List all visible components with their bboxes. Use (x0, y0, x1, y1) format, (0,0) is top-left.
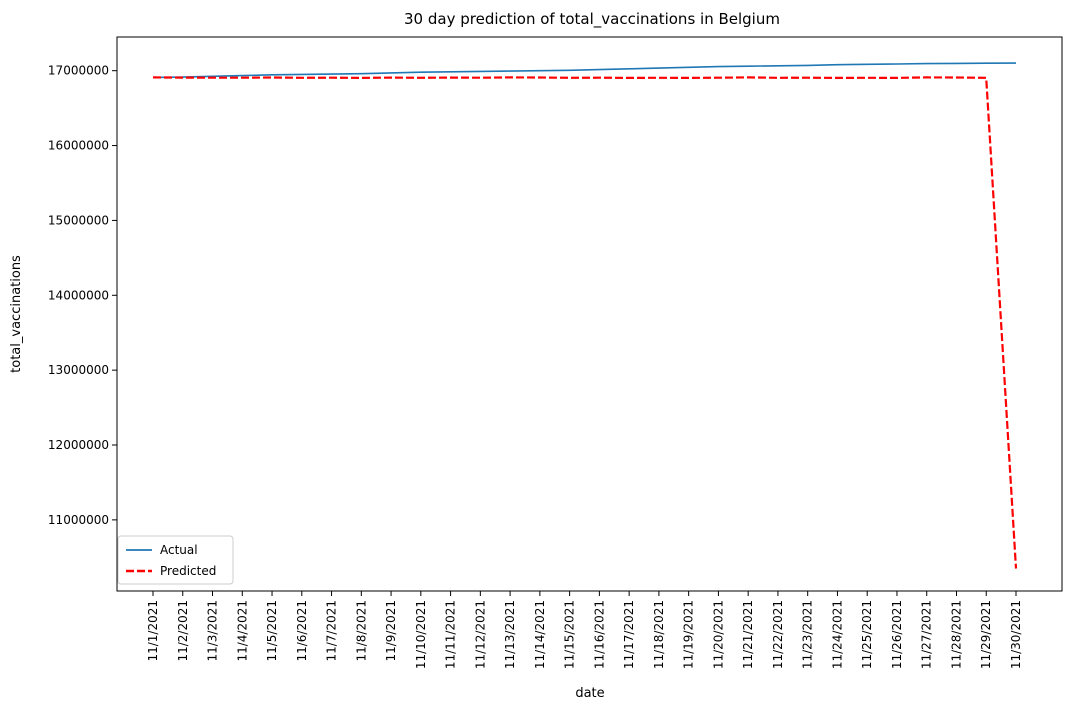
series-layer (152, 62, 1018, 569)
x-tick-label: 11/17/2021 (622, 600, 636, 669)
x-tick-label: 11/5/2021 (265, 600, 279, 662)
x-tick-label: 11/23/2021 (801, 600, 815, 669)
x-tick-label: 11/21/2021 (741, 600, 755, 669)
y-tick-label: 11000000 (48, 513, 109, 527)
x-tick-label: 11/16/2021 (592, 600, 606, 669)
legend: Actual Predicted (117, 535, 234, 585)
y-tick-label: 16000000 (48, 139, 109, 153)
x-tick-label: 11/14/2021 (533, 600, 547, 669)
x-tick-label: 11/22/2021 (771, 600, 785, 669)
x-tick-label: 11/4/2021 (235, 600, 249, 662)
x-tick-label: 11/3/2021 (206, 600, 220, 662)
x-tick-label: 11/15/2021 (563, 600, 577, 669)
x-tick-label: 11/20/2021 (711, 600, 725, 669)
plot-frame (116, 36, 1063, 592)
x-axis: 11/1/2021 11/2/2021 11/3/2021 11/4/2021 11/5… (146, 591, 1023, 669)
x-tick-label: 11/7/2021 (325, 600, 339, 662)
y-axis: 11000000 12000000 13000000 14000000 15000000… (48, 64, 117, 527)
y-tick-label: 14000000 (48, 288, 109, 302)
x-axis-label: date (575, 686, 604, 701)
x-tick-label: 11/12/2021 (473, 600, 487, 669)
x-tick-label: 11/9/2021 (384, 600, 398, 662)
x-tick-label: 11/30/2021 (1009, 600, 1023, 669)
x-tick-label: 11/8/2021 (354, 600, 368, 662)
x-tick-label: 11/25/2021 (860, 600, 874, 669)
series-line-actual (152, 62, 1017, 79)
x-tick-label: 11/10/2021 (414, 600, 428, 669)
x-tick-label: 11/27/2021 (920, 600, 934, 669)
x-tick-label: 11/28/2021 (949, 600, 963, 669)
legend-label-predicted: Predicted (160, 564, 216, 578)
legend-box (117, 535, 234, 585)
y-tick-label: 17000000 (48, 64, 109, 78)
x-tick-label: 11/29/2021 (979, 600, 993, 669)
legend-label-actual: Actual (160, 543, 198, 557)
x-tick-label: 11/18/2021 (652, 600, 666, 669)
y-tick-label: 15000000 (48, 213, 109, 227)
y-tick-label: 13000000 (48, 363, 109, 377)
x-tick-label: 11/11/2021 (444, 600, 458, 669)
x-tick-label: 11/2/2021 (176, 600, 190, 662)
y-axis-label: total_vaccinations (9, 255, 24, 373)
x-tick-label: 11/6/2021 (295, 600, 309, 662)
x-tick-label: 11/19/2021 (682, 600, 696, 669)
x-tick-label: 11/13/2021 (503, 600, 517, 669)
y-tick-label: 12000000 (48, 438, 109, 452)
x-tick-label: 11/1/2021 (146, 600, 160, 662)
chart-title: 30 day prediction of total_vaccinations … (404, 10, 780, 29)
x-tick-label: 11/24/2021 (830, 600, 844, 669)
x-tick-label: 11/26/2021 (890, 600, 904, 669)
series-line-predicted (152, 76, 1018, 569)
